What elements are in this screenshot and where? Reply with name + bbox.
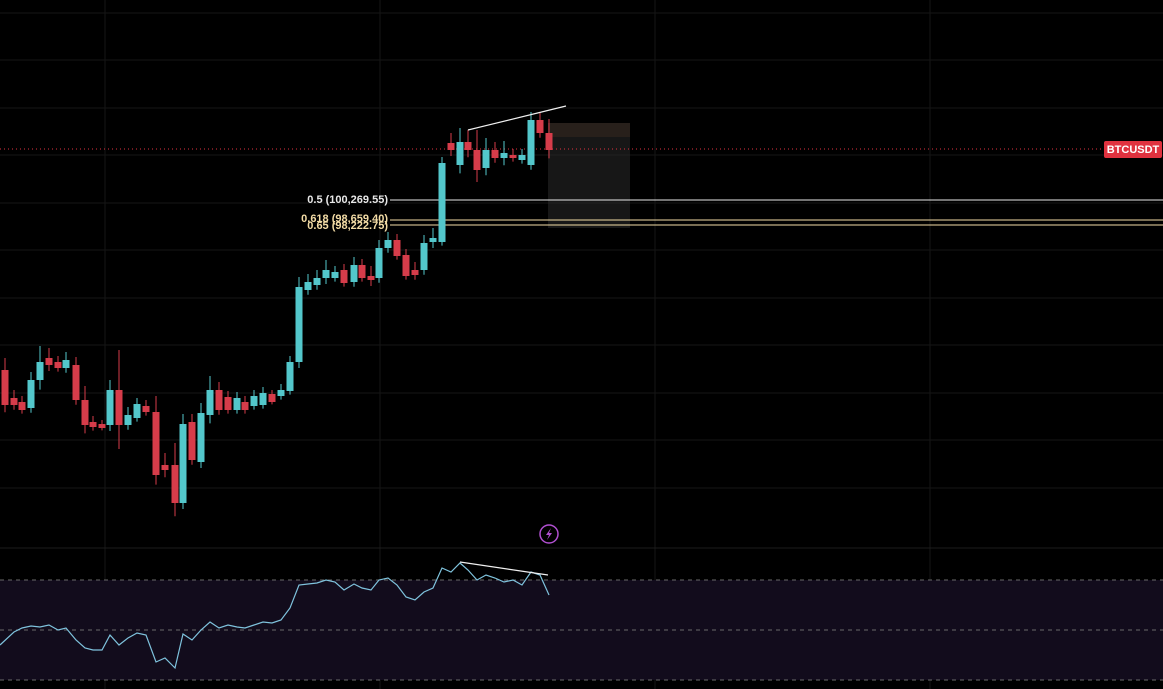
candle-body — [358, 265, 366, 278]
candle-body — [473, 150, 481, 170]
candle-body — [115, 390, 123, 425]
candle-body — [36, 362, 44, 380]
candle-body — [89, 422, 97, 427]
candle-body — [527, 120, 535, 165]
trend-line — [467, 105, 567, 131]
candle-body — [133, 404, 141, 418]
candle-body — [331, 272, 339, 278]
candle-body — [72, 365, 80, 400]
candle-body — [171, 465, 179, 503]
candle-body — [367, 276, 375, 280]
candle-body — [536, 120, 544, 133]
candle-body — [215, 390, 223, 410]
symbol-badge — [1104, 141, 1162, 158]
candle-body — [152, 412, 160, 475]
candle-body — [447, 143, 455, 150]
candle-body — [259, 393, 267, 405]
candle-body — [322, 270, 330, 278]
candle-body — [384, 240, 392, 248]
candle-body — [142, 406, 150, 412]
candle-body — [27, 380, 35, 408]
candle-body — [10, 398, 18, 405]
candle-body — [98, 424, 106, 428]
fib-label: 0.65 (98,222.75) — [307, 220, 388, 232]
candle-body — [500, 153, 508, 158]
candle-body — [62, 360, 70, 368]
candle-body — [482, 150, 490, 168]
alert-icon[interactable] — [539, 524, 559, 544]
candle-body — [197, 413, 205, 462]
candle-body — [277, 390, 285, 396]
rsi-trend-line — [459, 561, 549, 576]
candle-body — [340, 270, 348, 283]
range-box — [548, 123, 630, 228]
candle-body — [464, 142, 472, 150]
candle-body — [313, 278, 321, 285]
symbol-label: BTCUSDT — [1107, 144, 1160, 156]
candle-body — [161, 465, 169, 470]
candle-body — [206, 390, 214, 415]
candle-body — [295, 287, 303, 362]
rsi-levels — [0, 579, 1163, 681]
candle-body — [188, 422, 196, 460]
candle-body — [420, 243, 428, 270]
candle-body — [438, 163, 446, 242]
candle-body — [250, 396, 258, 406]
candle-body — [393, 240, 401, 256]
candle-body — [304, 282, 312, 290]
candle-body — [429, 238, 437, 242]
candle-body — [411, 270, 419, 275]
candle-body — [54, 362, 62, 368]
candle-body — [81, 400, 89, 425]
candle-body — [18, 402, 26, 410]
candle-body — [241, 402, 249, 410]
candle-body — [124, 415, 132, 425]
candle-body — [1, 370, 9, 405]
fib-label: 0.5 (100,269.55) — [307, 194, 388, 206]
rsi-band — [0, 580, 1163, 680]
candle-body — [456, 142, 464, 165]
candles — [1, 112, 553, 517]
candle-body — [375, 248, 383, 278]
candle-body — [179, 424, 187, 503]
candle-body — [286, 362, 294, 391]
candle-body — [233, 398, 241, 410]
range-box-top — [548, 123, 630, 137]
candle-body — [402, 255, 410, 276]
candle-body — [509, 155, 517, 158]
candle-body — [268, 394, 276, 402]
candle-body — [545, 133, 553, 150]
candle-body — [224, 397, 232, 410]
candle-body — [45, 358, 53, 365]
rsi-line — [0, 562, 550, 670]
candle-body — [106, 390, 114, 425]
fib-label: 0.618 (98,659.40) — [301, 213, 388, 225]
candle-body — [518, 155, 526, 160]
candle-body — [491, 150, 499, 158]
candle-body — [350, 265, 358, 282]
